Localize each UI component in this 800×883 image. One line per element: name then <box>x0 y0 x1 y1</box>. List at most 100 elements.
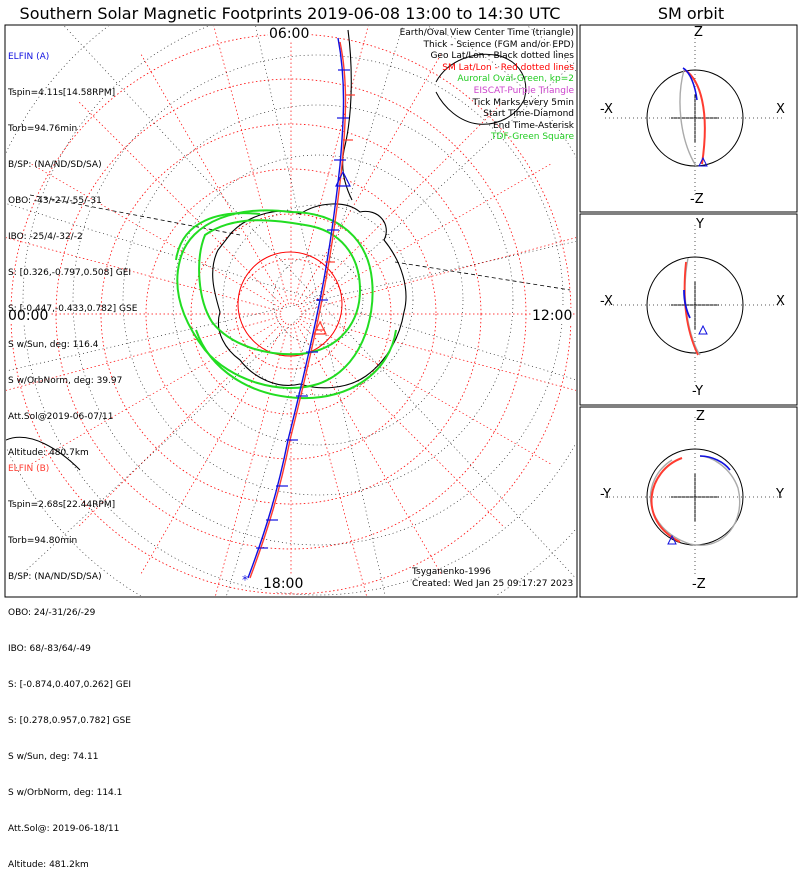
map-label-00: 00:00 <box>7 308 50 324</box>
elfin-b-line: Tspin=2.68s[22.44RPM] <box>8 500 116 510</box>
elfin-a-line: Torb=94.76min <box>8 124 78 134</box>
legend-item: SM Lat/Lon - Red dotted lines <box>442 62 574 73</box>
orbit1-left-label: -X <box>600 102 613 117</box>
orbit-panel-yz-frame <box>579 406 798 598</box>
legend-item: Geo Lat/Lon - Black dotted lines <box>430 51 574 62</box>
elfin-a-line: B/SP: (NA/ND/SD/SA) <box>8 160 102 170</box>
elfin-a-line: Tspin=4.11s[14.58RPM] <box>8 88 116 98</box>
map-label-06: 06:00 <box>268 26 311 42</box>
orbit-title: SM orbit <box>657 4 725 23</box>
sm-lon-line <box>300 316 576 391</box>
sm-lon-line <box>293 26 369 305</box>
orbit2-left-label: -X <box>600 294 613 309</box>
map-label-18: 18:00 <box>262 576 305 592</box>
sm-lat-circle <box>190 213 392 415</box>
elfin-b-line: OBO: 24/-31/26/-29 <box>8 608 96 618</box>
elfin-a-line: S w/OrbNorm, deg: 39.97 <box>8 376 123 386</box>
auroral-oval-outer <box>175 212 397 400</box>
orbit3-top-label: Z <box>696 409 705 424</box>
credit-text: Tsyganenko-1996 <box>412 567 491 577</box>
elfin-a-line: Att.Sol@2019-06-07/11 <box>8 412 114 422</box>
auroral-oval-inner <box>176 209 374 389</box>
sm-lat-circle <box>100 123 482 505</box>
orbit-gray <box>649 455 741 546</box>
elfin-a-name: ELFIN (A) <box>8 52 50 62</box>
geo-line <box>29 194 241 236</box>
elfin-b-line: S: [-0.874,0.407,0.262] GEI <box>8 680 132 690</box>
sm-lon-line <box>78 320 285 527</box>
orbit-triangle <box>698 324 708 335</box>
orbit1-bottom-label: -Z <box>690 192 704 207</box>
polar-map: * <box>6 26 576 596</box>
orbit2-right-label: X <box>776 294 785 309</box>
geo-lon-line <box>24 299 319 573</box>
orbit-triangle <box>698 156 708 167</box>
elfin-b-info: ELFIN (B) Tspin=2.68s[22.44RPM] Torb=94.… <box>8 439 131 883</box>
geo-lon-line <box>226 299 319 596</box>
legend-item: Tick Marks every 5min <box>472 97 574 108</box>
sm-lon-line <box>78 101 285 308</box>
legend-item: EISCAT-Purple Triangle <box>473 85 574 96</box>
page-title: Southern Solar Magnetic Footprints 2019-… <box>19 4 561 23</box>
elfin-a-line: Altitude: 480.7km <box>8 448 89 458</box>
auroral-oval-middle <box>198 219 362 356</box>
sm-lon-line <box>213 26 289 305</box>
orbit2-top-label: Y <box>696 217 704 232</box>
legend-item: End Time-Asterisk <box>492 120 574 131</box>
legend-item: Start Time-Diamond <box>483 109 574 120</box>
geo-lon-line <box>317 60 576 301</box>
elfin-a-line: S w/Sun, deg: 116.4 <box>8 340 99 350</box>
map-frame <box>4 24 578 598</box>
elfin-a-info: ELFIN (A) Tspin=4.11s[14.58RPM] Torb=94.… <box>8 27 137 471</box>
elfin-b-line: Altitude: 481.2km <box>8 860 89 870</box>
sm-lon-line <box>31 163 283 310</box>
view-center-triangle <box>335 170 351 187</box>
footprint-figure: * <box>4 24 798 598</box>
view-center-triangle-b <box>313 320 327 335</box>
africa-coastline <box>435 53 527 125</box>
sm-lon-line <box>295 54 442 306</box>
sm-lon-line <box>6 316 282 391</box>
sm-lon-line <box>6 237 282 312</box>
sm-lat-circle <box>145 168 437 460</box>
orbit-a <box>683 289 691 319</box>
elfin-a-line: IBO: -25/4/-32/-2 <box>8 232 83 242</box>
elfin-a-line: OBO: -43/-27/-55/-31 <box>8 196 102 206</box>
elfin-b-line: S: [0.278,0.957,0.782] GSE <box>8 716 131 726</box>
orbit-plots <box>605 38 785 577</box>
geo-lat-circle <box>222 204 414 396</box>
orbit3-right-label: Y <box>776 487 784 502</box>
created-text: Created: Wed Jan 25 09:17:27 2023 <box>412 579 574 589</box>
sm-lon-line <box>299 163 551 310</box>
orbit3-left-label: -Y <box>600 487 612 502</box>
elfin-a-line: S: [0.326,-0.797,0.508] GEI <box>8 268 132 278</box>
sm-pole-circle <box>237 251 343 357</box>
orbit-a <box>699 455 731 471</box>
orbit-panel-xz-frame <box>579 24 798 213</box>
sm-lon-line <box>297 320 504 527</box>
elfin-b-line: Torb=94.80min <box>8 536 78 546</box>
orbit2-bottom-label: -Y <box>692 384 704 399</box>
legend-item: Auroral Oval-Green, kp=2 <box>457 74 574 85</box>
elfin-b-line: IBO: 68/-83/64/-49 <box>8 644 91 654</box>
australia-coastline <box>6 436 81 471</box>
legend-item: TDF-Green Square <box>491 132 574 143</box>
map-label-12: 12:00 <box>531 308 574 324</box>
orbit1-top-label: Z <box>694 25 703 40</box>
orbit-b <box>683 261 699 356</box>
orbit-b <box>650 457 683 543</box>
sm-lon-line <box>140 322 287 574</box>
sm-lon-line <box>215 323 289 596</box>
elfin-b-line: B/SP: (NA/ND/SD/SA) <box>8 572 102 582</box>
sm-lon-line <box>140 54 287 306</box>
sm-lon-line <box>293 323 367 596</box>
geo-lat-circle <box>122 104 514 496</box>
orbit-triangle <box>667 534 677 545</box>
elfin-b-line: S w/Sun, deg: 74.11 <box>8 752 99 762</box>
geo-lon-line <box>6 203 319 301</box>
orbit-panel-xy-frame <box>579 213 798 406</box>
legend-item: Thick - Science (FGM and/or EPD) <box>423 39 574 50</box>
geo-line <box>394 261 571 291</box>
orbit1-right-label: X <box>776 102 785 117</box>
geo-lat-circle <box>72 54 564 546</box>
